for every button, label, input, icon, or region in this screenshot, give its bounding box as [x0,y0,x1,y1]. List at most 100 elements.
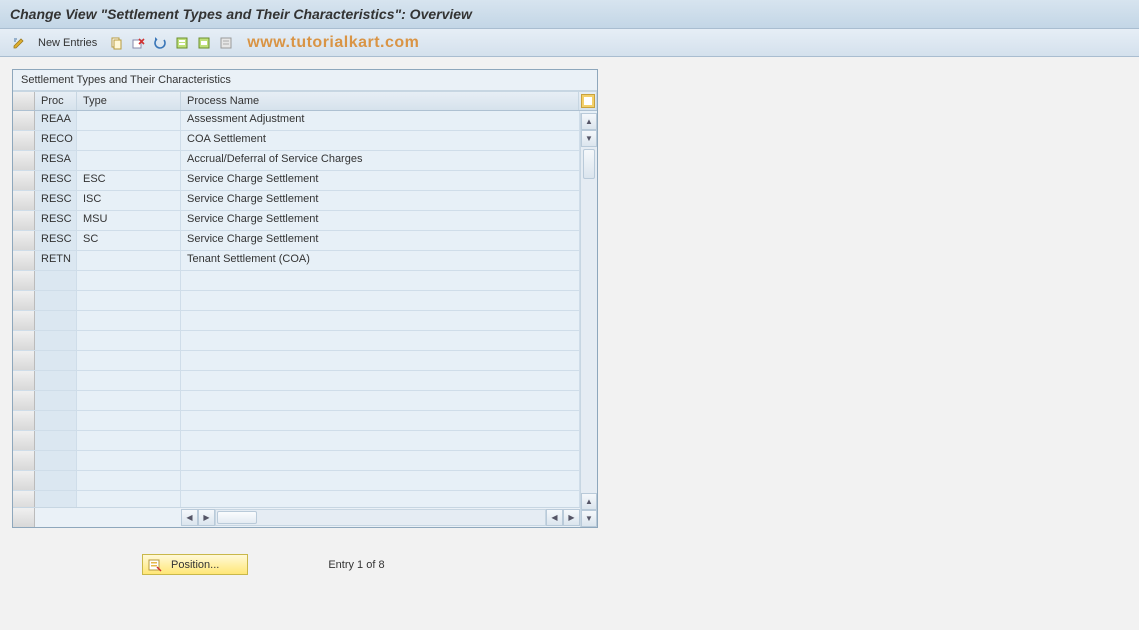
cell-process-name[interactable] [181,271,580,290]
position-button[interactable]: Position... [142,554,248,575]
cell-process-name[interactable] [181,331,580,350]
cell-proc[interactable]: RECO [35,131,77,150]
row-selector[interactable] [13,471,35,490]
cell-proc[interactable]: REAA [35,111,77,130]
cell-process-name[interactable] [181,451,580,470]
cell-proc[interactable]: RESC [35,171,77,190]
table-row[interactable]: RETNTenant Settlement (COA) [13,251,597,271]
select-block-icon[interactable] [195,34,213,52]
cell-process-name[interactable] [181,311,580,330]
cell-type[interactable] [77,391,181,410]
column-type-header[interactable]: Type [77,92,181,110]
deselect-all-icon[interactable] [217,34,235,52]
cell-proc[interactable] [35,471,77,490]
cell-process-name[interactable]: Assessment Adjustment [181,111,580,130]
cell-type[interactable] [77,491,181,507]
table-row[interactable] [13,331,597,351]
cell-process-name[interactable] [181,351,580,370]
cell-type[interactable]: ISC [77,191,181,210]
cell-proc[interactable] [35,431,77,450]
scroll-thumb[interactable] [583,149,595,179]
table-row[interactable] [13,371,597,391]
row-selector[interactable] [13,231,35,250]
table-row[interactable] [13,431,597,451]
row-selector[interactable] [13,131,35,150]
table-row[interactable]: RESA Accrual/Deferral of Service Charges [13,151,597,171]
cell-process-name[interactable] [181,391,580,410]
row-selector[interactable] [13,491,35,507]
table-row[interactable] [13,311,597,331]
row-selector[interactable] [13,451,35,470]
cell-process-name[interactable]: Accrual/Deferral of Service Charges [181,151,580,170]
cell-process-name[interactable] [181,491,580,507]
cell-proc[interactable] [35,451,77,470]
cell-proc[interactable] [35,291,77,310]
row-selector[interactable] [13,111,35,130]
cell-type[interactable] [77,251,181,270]
row-selector[interactable] [13,271,35,290]
hscroll-thumb[interactable] [217,511,257,524]
row-selector[interactable] [13,391,35,410]
cell-proc[interactable] [35,411,77,430]
column-proc-header[interactable]: Proc [35,92,77,110]
cell-proc[interactable] [35,371,77,390]
row-selector[interactable] [13,291,35,310]
row-selector[interactable] [13,151,35,170]
cell-proc[interactable] [35,491,77,507]
row-selector[interactable] [13,411,35,430]
cell-process-name[interactable] [181,431,580,450]
cell-process-name[interactable]: Service Charge Settlement [181,211,580,230]
cell-type[interactable]: SC [77,231,181,250]
cell-proc[interactable]: RESC [35,211,77,230]
cell-type[interactable] [77,271,181,290]
column-process-name-header[interactable]: Process Name [181,92,579,110]
cell-process-name[interactable]: COA Settlement [181,131,580,150]
row-selector[interactable] [13,351,35,370]
column-selector-header[interactable] [13,92,35,110]
hscroll-left-button2[interactable]: ◀ [546,509,563,526]
scroll-down-button[interactable]: ▼ [581,130,597,147]
table-row[interactable] [13,451,597,471]
row-selector[interactable] [13,331,35,350]
cell-type[interactable] [77,151,181,170]
cell-process-name[interactable] [181,471,580,490]
cell-process-name[interactable] [181,291,580,310]
hscroll-right-button1[interactable]: ▶ [198,509,215,526]
table-row[interactable] [13,491,597,507]
row-selector[interactable] [13,371,35,390]
table-row[interactable]: RESCSCService Charge Settlement [13,231,597,251]
select-all-icon[interactable] [173,34,191,52]
cell-proc[interactable] [35,311,77,330]
cell-type[interactable] [77,331,181,350]
cell-process-name[interactable]: Service Charge Settlement [181,191,580,210]
cell-proc[interactable] [35,331,77,350]
scroll-up-bottom-button[interactable]: ▲ [581,493,597,510]
table-row[interactable]: RESCESCService Charge Settlement [13,171,597,191]
copy-icon[interactable] [107,34,125,52]
cell-proc[interactable]: RETN [35,251,77,270]
hscroll-left-button[interactable]: ◀ [181,509,198,526]
table-row[interactable]: RESCISCService Charge Settlement [13,191,597,211]
table-row[interactable]: RESCMSUService Charge Settlement [13,211,597,231]
row-selector[interactable] [13,171,35,190]
cell-type[interactable] [77,291,181,310]
table-row[interactable] [13,271,597,291]
hscroll-track[interactable] [215,509,546,526]
row-selector[interactable] [13,251,35,270]
table-row[interactable] [13,391,597,411]
cell-type[interactable] [77,411,181,430]
table-row[interactable] [13,411,597,431]
cell-proc[interactable]: RESA [35,151,77,170]
cell-process-name[interactable] [181,411,580,430]
cell-process-name[interactable] [181,371,580,390]
row-selector[interactable] [13,431,35,450]
scroll-down-bottom-button[interactable]: ▼ [581,510,597,527]
configure-columns-button[interactable] [579,92,597,110]
cell-type[interactable]: ESC [77,171,181,190]
table-row[interactable]: REAA Assessment Adjustment [13,111,597,131]
hscroll-right-button2[interactable]: ▶ [563,509,580,526]
cell-proc[interactable] [35,271,77,290]
scroll-track[interactable] [581,147,597,493]
cell-proc[interactable]: RESC [35,231,77,250]
cell-type[interactable] [77,351,181,370]
